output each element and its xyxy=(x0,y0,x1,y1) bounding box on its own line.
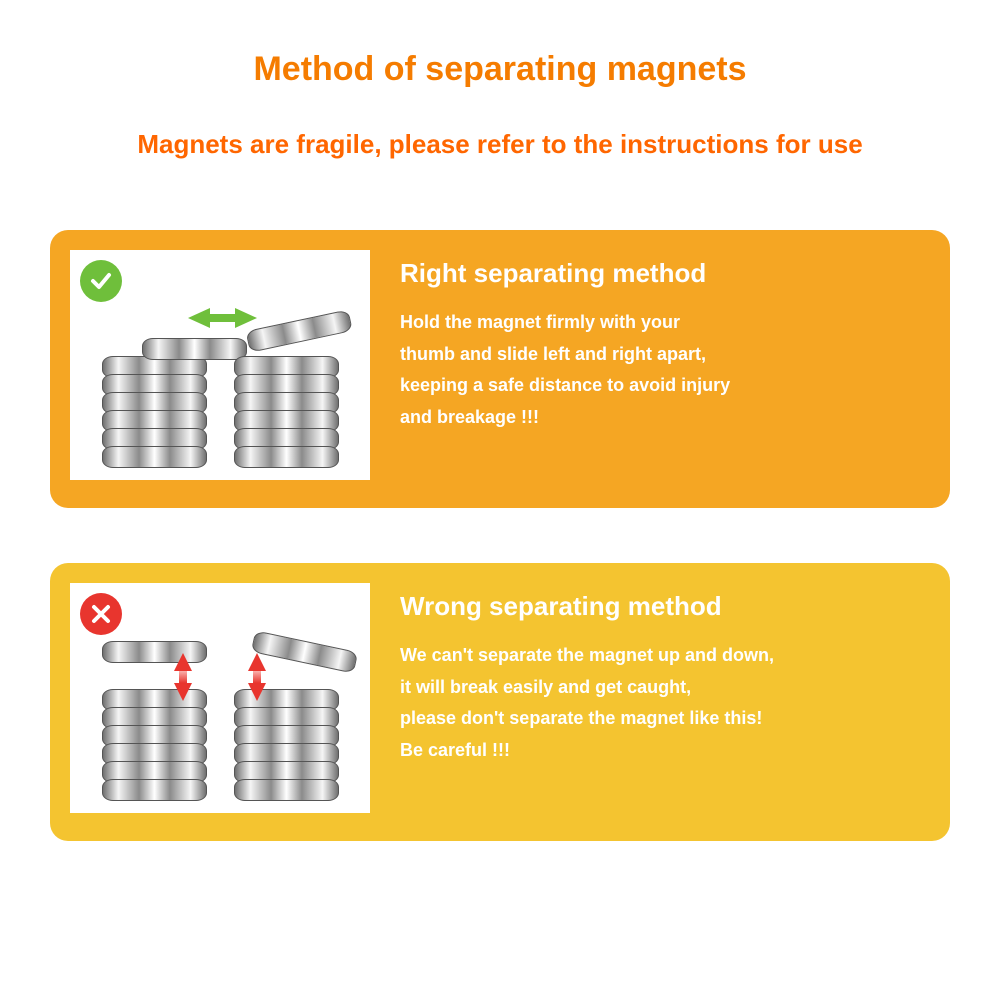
illustration-wrong xyxy=(70,583,370,813)
arrow-up-icon xyxy=(174,653,192,671)
card-wrong-title: Wrong separating method xyxy=(400,591,920,622)
card-wrong-method: Wrong separating method We can't separat… xyxy=(50,563,950,841)
card-wrong-body: We can't separate the magnet up and down… xyxy=(400,640,920,766)
page-title: Method of separating magnets xyxy=(50,50,950,89)
cross-icon xyxy=(80,593,122,635)
card-right-method: Right separating method Hold the magnet … xyxy=(50,230,950,508)
arrow-up-icon xyxy=(248,653,266,671)
card-right-body: Hold the magnet firmly with your thumb a… xyxy=(400,307,920,433)
check-icon xyxy=(80,260,122,302)
arrow-right-icon xyxy=(235,308,257,328)
arrow-down-icon xyxy=(174,683,192,701)
arrow-left-icon xyxy=(188,308,210,328)
card-right-title: Right separating method xyxy=(400,258,920,289)
page-subtitle: Magnets are fragile, please refer to the… xyxy=(50,129,950,160)
arrow-down-icon xyxy=(248,683,266,701)
magnet-stacks-wrong xyxy=(70,675,370,801)
magnet-stacks-right xyxy=(70,342,370,468)
illustration-right xyxy=(70,250,370,480)
